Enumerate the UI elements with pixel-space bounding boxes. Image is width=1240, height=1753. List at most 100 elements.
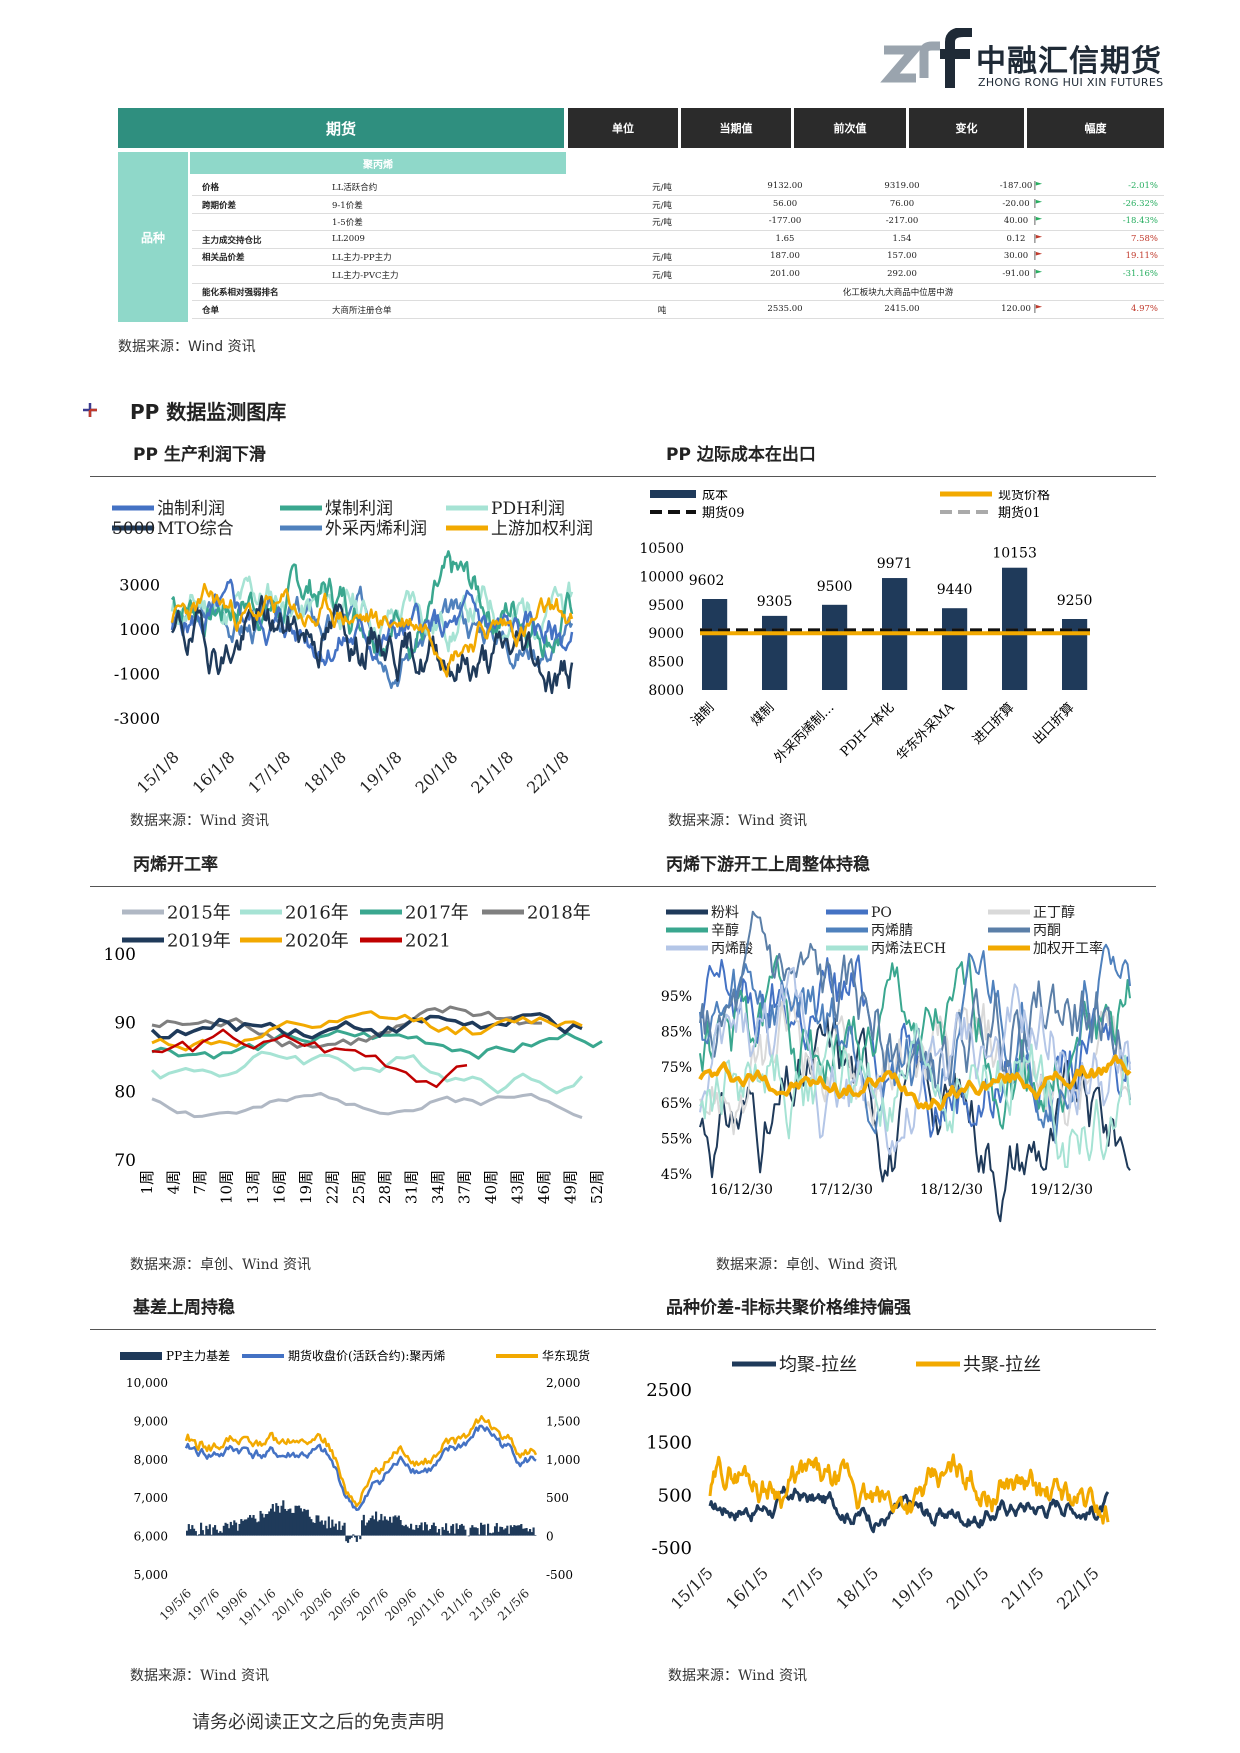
x-tick: 出口折算 xyxy=(1030,700,1077,747)
x-tick: 18/12/30 xyxy=(920,1182,983,1198)
legend-label: 丙烯法ECH xyxy=(871,941,946,957)
series-line xyxy=(151,1029,603,1060)
bar xyxy=(457,1528,460,1536)
bar xyxy=(200,1522,203,1536)
row-previous: 9319.00 xyxy=(884,181,920,191)
bar xyxy=(228,1528,231,1536)
axis-tick: 45% xyxy=(661,1167,692,1183)
bar xyxy=(450,1525,453,1536)
bar xyxy=(523,1528,526,1536)
bar xyxy=(289,1508,292,1536)
bar xyxy=(231,1525,234,1536)
bar xyxy=(481,1524,484,1536)
bar xyxy=(441,1527,444,1536)
bar xyxy=(487,1523,490,1536)
bar xyxy=(240,1519,243,1536)
row-category: 能化系相对强弱排名 xyxy=(202,288,279,298)
bar xyxy=(502,1529,505,1536)
legend-label: 2019年 xyxy=(167,930,231,951)
bar xyxy=(257,1521,260,1536)
x-tick: 49周 xyxy=(562,1170,580,1204)
chart-basis: PP主力基差 期货收盘价(活跃合约):聚丙烯 华东现货 10,000 9,000 8,00… xyxy=(120,1348,590,1629)
bar xyxy=(264,1514,267,1536)
axis-tick: 5,000 xyxy=(134,1568,168,1582)
bar xyxy=(401,1525,404,1536)
table-row: 主力成交持仓比 LL2009 1.65 1.54 0.12 7.58% xyxy=(192,231,1164,249)
row-name: LL主力-PVC主力 xyxy=(332,270,399,281)
legend-label: 2020年 xyxy=(285,930,349,951)
bar xyxy=(254,1518,257,1536)
header-futures: 期货 xyxy=(118,108,564,148)
bar xyxy=(207,1529,210,1536)
futures-table: 期货 单位 当期值 前次值 变化 幅度 品种 聚丙烯 价格 LL活跃合约 元/吨 91… xyxy=(118,108,1164,322)
row-current: 56.00 xyxy=(772,198,798,209)
bar xyxy=(343,1522,346,1536)
bar xyxy=(453,1533,456,1536)
bar xyxy=(345,1535,348,1542)
bar xyxy=(515,1525,518,1536)
axis-tick: 95% xyxy=(661,989,692,1005)
brand-logo: 中融汇信期货 ZHONG RONG HUI XIN FUTURES xyxy=(880,28,1170,94)
bar xyxy=(317,1515,320,1536)
axis-tick: 3000 xyxy=(119,576,160,595)
legend-label: PO xyxy=(871,905,892,921)
flag-icon xyxy=(1034,216,1043,225)
data-label: 9602 xyxy=(689,573,725,589)
bar xyxy=(212,1527,215,1536)
axis-tick: 10000 xyxy=(639,569,684,585)
bar xyxy=(762,615,788,690)
bar xyxy=(529,1529,532,1536)
plus-bullet-icon xyxy=(83,403,97,417)
axis-tick: 10500 xyxy=(639,541,684,557)
bar xyxy=(369,1518,372,1536)
bar xyxy=(415,1524,418,1536)
bar xyxy=(310,1519,313,1536)
bar xyxy=(508,1533,511,1536)
legend-swatch xyxy=(120,1352,162,1360)
bar xyxy=(404,1524,407,1536)
flag-icon xyxy=(1034,268,1043,278)
axis-tick: 500 xyxy=(546,1491,569,1505)
bar xyxy=(285,1510,288,1536)
series-line xyxy=(151,1091,583,1120)
row-previous: -217.00 xyxy=(885,216,919,226)
row-pct: 7.58% xyxy=(1130,233,1158,244)
bar xyxy=(518,1525,521,1536)
table-source: 数据来源：Wind 资讯 xyxy=(118,339,256,355)
chart3-source: 数据来源：卓创、Wind 资讯 xyxy=(130,1257,312,1273)
bar xyxy=(389,1516,392,1536)
x-tick: 7周 xyxy=(191,1170,209,1195)
bar xyxy=(702,599,728,690)
bar xyxy=(215,1529,218,1536)
bar xyxy=(198,1534,201,1536)
bar xyxy=(361,1520,364,1536)
brand-name-cn: 中融汇信期货 xyxy=(976,44,1162,79)
series-line xyxy=(151,1028,468,1089)
bar xyxy=(308,1516,311,1536)
row-change: 0.12 xyxy=(1006,233,1026,244)
header-previous: 前次值 xyxy=(794,108,906,148)
legend-label: 外采丙烯利润 xyxy=(325,519,427,539)
bar xyxy=(275,1503,278,1536)
bar xyxy=(443,1529,446,1536)
bar xyxy=(347,1535,350,1543)
row-note: 化工板块九大商品中位居中游 xyxy=(842,288,954,298)
bar xyxy=(378,1519,381,1536)
table-row: 仓单 大商所注册仓单 吨 2535.00 2415.00 120.00 4.97% xyxy=(192,301,1164,319)
bar xyxy=(397,1515,400,1536)
axis-tick: 1,500 xyxy=(546,1414,580,1428)
flag-icon xyxy=(1034,181,1043,190)
bar xyxy=(352,1534,355,1536)
bar xyxy=(413,1529,416,1536)
x-tick: 13周 xyxy=(244,1170,262,1204)
bar xyxy=(299,1508,302,1536)
legend-label: 丙烯酸 xyxy=(711,941,753,957)
axis-tick: -1000 xyxy=(114,665,160,684)
legend-label: 2021 xyxy=(405,930,451,951)
bar xyxy=(284,1508,287,1536)
bar xyxy=(333,1526,336,1536)
x-tick: 15/1/5 xyxy=(667,1563,717,1613)
bar xyxy=(417,1528,420,1536)
data-label: 9440 xyxy=(937,582,973,598)
